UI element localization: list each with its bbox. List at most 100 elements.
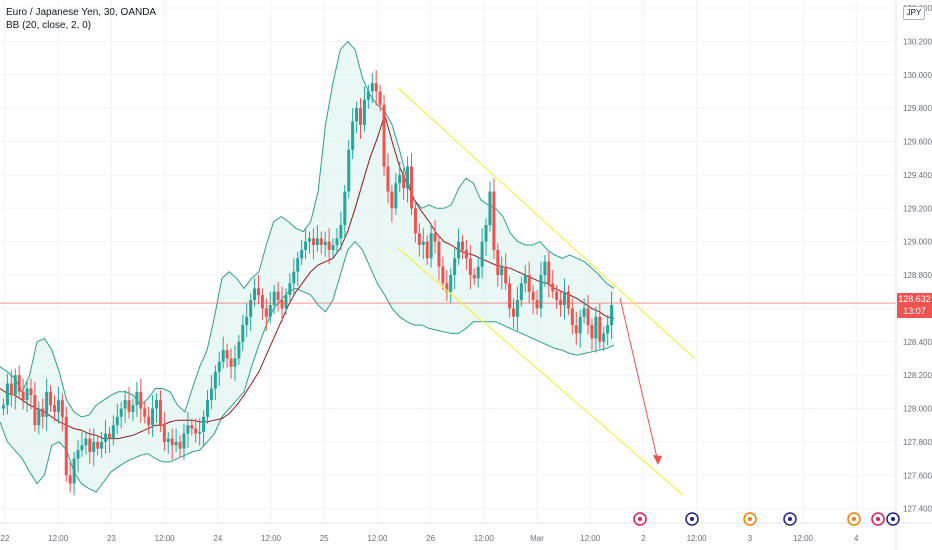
candle-body	[343, 191, 347, 225]
candle-body	[335, 238, 339, 245]
candle-body	[123, 400, 127, 409]
x-tick-label: 12:00	[580, 534, 601, 543]
candle-body	[327, 241, 331, 250]
bar-countdown: 13:07	[903, 306, 926, 316]
candle-body	[402, 174, 406, 189]
candle-body	[68, 475, 72, 484]
indicator-label[interactable]: BB (20, close, 2, 0)	[6, 20, 92, 31]
candle-body	[606, 325, 610, 334]
candle-body	[315, 238, 319, 245]
candle-body	[464, 249, 468, 259]
candle-body	[88, 438, 92, 452]
candle-body	[378, 91, 382, 105]
trend-channel[interactable]	[397, 87, 695, 496]
y-tick-label: 128.800	[903, 271, 932, 280]
currency-badge[interactable]: JPY	[903, 6, 925, 20]
y-tick-label: 127.800	[903, 438, 932, 447]
x-tick-label: 12:00	[261, 534, 282, 543]
candle-body	[441, 266, 445, 284]
projection-arrow[interactable]	[619, 297, 662, 465]
candle-body	[410, 166, 413, 209]
candle-body	[488, 191, 492, 225]
candle-body	[296, 258, 300, 272]
candle-body	[292, 271, 296, 284]
candle-body	[202, 416, 206, 432]
candle-body	[504, 266, 508, 284]
candle-body	[245, 316, 249, 326]
x-tick-label: 22	[1, 534, 10, 543]
arrow-head	[653, 455, 662, 465]
y-tick-label: 129.400	[903, 171, 932, 180]
candle-body	[84, 438, 88, 446]
candle-body	[566, 291, 570, 309]
candle-body	[41, 408, 45, 417]
y-tick-label: 130.200	[903, 37, 932, 46]
candle-body	[417, 233, 421, 245]
candle-body	[288, 283, 292, 296]
candle-body	[437, 241, 441, 267]
candle-body	[523, 275, 527, 284]
candle-body	[49, 391, 53, 406]
candle-body	[512, 308, 515, 317]
candle-body	[355, 108, 359, 122]
candle-body	[100, 441, 104, 449]
candle-body	[264, 308, 268, 317]
candle-body	[547, 261, 551, 284]
candle-body	[174, 441, 178, 446]
candle-body	[480, 241, 484, 267]
candle-body	[209, 388, 213, 401]
x-tick-label: 12:00	[687, 534, 708, 543]
candle-body	[221, 350, 225, 362]
y-tick-label: 129.200	[903, 204, 932, 213]
candle-body	[194, 428, 198, 434]
candle-body	[394, 183, 398, 209]
candle-body	[496, 249, 500, 276]
last-price-tag: 128.632 13:07	[897, 293, 932, 318]
y-tick-label: 129.000	[903, 238, 932, 247]
candle-body	[398, 174, 402, 184]
candle-body	[182, 433, 186, 449]
candle-body	[347, 149, 351, 192]
candle-body	[331, 244, 335, 250]
candle-body	[362, 99, 366, 125]
candle-body	[515, 300, 519, 317]
event-markers[interactable]	[633, 512, 900, 526]
candle-body	[582, 308, 586, 317]
candle-body	[72, 458, 76, 484]
y-tick-label: 128.400	[903, 338, 932, 347]
candle-body	[155, 400, 158, 409]
candle-body	[96, 441, 100, 449]
x-tick-label: 23	[107, 534, 116, 543]
candle-body	[339, 224, 343, 239]
candle-body	[147, 416, 151, 426]
candle-body	[25, 388, 29, 401]
candle-body	[241, 325, 245, 342]
candle-body	[508, 283, 512, 309]
candle-body	[445, 283, 449, 292]
y-tick-label: 127.600	[903, 471, 932, 480]
candle-body	[115, 416, 119, 426]
candle-body	[570, 308, 574, 326]
time-axis[interactable]: 22 12:00 23 12:00 24 12:00 25 12:00 26 12:00 Mar 12…	[1, 534, 859, 543]
candle-body	[107, 433, 111, 439]
candle-body	[190, 425, 194, 429]
candle-body	[476, 266, 480, 279]
candle-body	[206, 400, 209, 417]
candle-body	[453, 258, 457, 276]
candle-body	[433, 233, 437, 242]
candle-body	[574, 325, 578, 334]
candle-body	[127, 400, 131, 412]
event-marker-icon	[847, 512, 861, 526]
candle-body	[535, 300, 539, 309]
candle-body	[602, 333, 606, 342]
candle-body	[539, 275, 543, 309]
symbol-title[interactable]: Euro / Japanese Yen, 30, OANDA	[6, 7, 157, 18]
candle-body	[311, 238, 315, 245]
candle-body	[366, 91, 370, 100]
last-price-value: 128.632	[898, 294, 931, 304]
candle-body	[17, 375, 21, 392]
y-tick-label: 128.000	[903, 405, 932, 414]
candle-body	[29, 388, 33, 396]
event-marker-icon	[633, 512, 647, 526]
